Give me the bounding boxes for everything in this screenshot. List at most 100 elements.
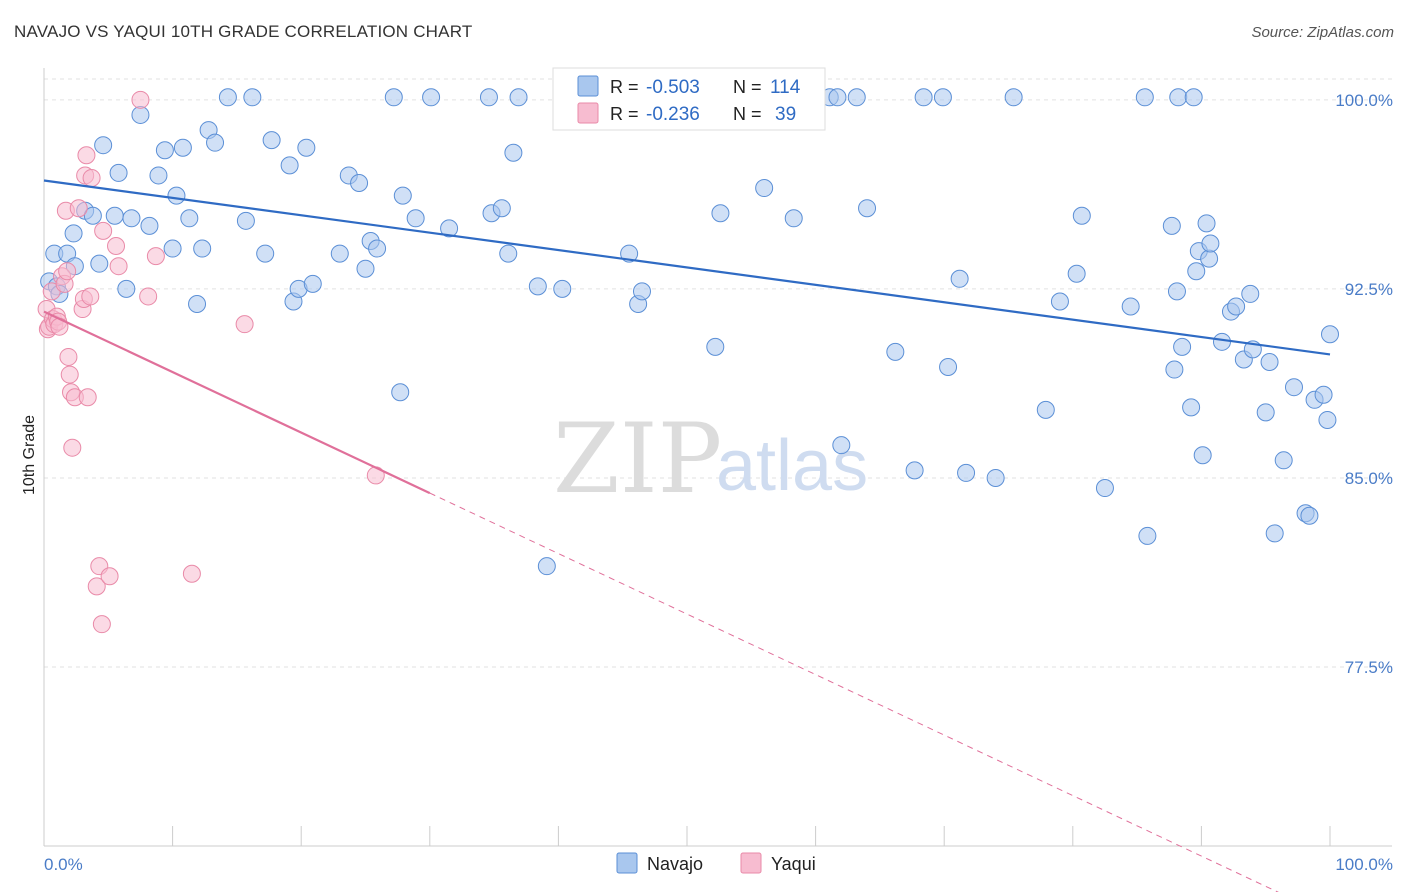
legend-n-value-navajo: 114 — [770, 77, 801, 98]
navajo-point — [1318, 410, 1337, 429]
navajo-point — [163, 239, 182, 258]
navajo-point — [528, 277, 547, 296]
yaqui-point — [59, 347, 78, 366]
navajo-point — [1004, 88, 1023, 107]
navajo-point — [173, 138, 192, 157]
navajo-point — [1135, 88, 1154, 107]
navajo-point — [933, 88, 952, 107]
yaqui-point — [58, 262, 77, 281]
navajo-point — [1241, 284, 1260, 303]
legend-swatch-navajo — [577, 75, 599, 97]
navajo-point — [1162, 216, 1181, 235]
navajo-point — [94, 136, 113, 155]
navajo-point — [509, 88, 528, 107]
navajo-point — [1212, 332, 1231, 351]
navajo-point — [188, 295, 207, 314]
legend-r-label-yaqui: R = — [610, 104, 639, 124]
yaqui-point — [146, 247, 165, 266]
navajo-point — [755, 179, 774, 198]
bottom-legend-swatch-navajo — [616, 852, 638, 874]
yaqui-point — [182, 564, 201, 583]
navajo-point — [858, 199, 877, 218]
yaqui-point — [60, 365, 79, 384]
x-tick-label: 0.0% — [44, 855, 83, 874]
navajo-point — [479, 88, 498, 107]
navajo-point — [706, 337, 725, 356]
navajo-point — [384, 88, 403, 107]
navajo-point — [109, 163, 128, 182]
navajo-point — [303, 274, 322, 293]
watermark-zip: ZIP — [553, 403, 722, 515]
navajo-point — [422, 88, 441, 107]
yaqui-point — [81, 287, 100, 306]
navajo-point — [1265, 524, 1284, 543]
navajo-point — [1200, 249, 1219, 268]
navajo-point — [122, 209, 141, 228]
source-label: Source: ZipAtlas.com — [1251, 24, 1394, 41]
navajo-point — [368, 239, 387, 258]
navajo-point — [131, 105, 150, 124]
navajo-point — [1121, 297, 1140, 316]
navajo-point — [886, 342, 905, 361]
bottom-legend-swatch-yaqui — [740, 852, 762, 874]
yaqui-point — [235, 315, 254, 334]
yaqui-point — [78, 388, 97, 407]
navajo-point — [206, 133, 225, 152]
navajo-point — [1169, 88, 1188, 107]
bottom-legend: Navajo Yaqui — [616, 852, 816, 874]
yaqui-point — [139, 287, 158, 306]
legend-r-value-yaqui: -0.236 — [646, 104, 700, 125]
navajo-point — [243, 88, 262, 107]
navajo-point — [391, 383, 410, 402]
yaqui-point — [100, 567, 119, 586]
navajo-point — [986, 468, 1005, 487]
navajo-point — [620, 244, 639, 263]
y-tick-labels: 100.0% 92.5% 85.0% 77.5% — [1335, 91, 1393, 677]
navajo-point — [262, 131, 281, 150]
navajo-point — [330, 244, 349, 263]
yaqui-point — [131, 90, 150, 109]
navajo-point — [1067, 264, 1086, 283]
navajo-point — [1050, 292, 1069, 311]
yaqui-point — [94, 221, 113, 240]
yaqui-point — [107, 237, 126, 256]
navajo-point — [1182, 398, 1201, 417]
grid-lines — [44, 78, 1392, 668]
navajo-point — [356, 259, 375, 278]
bottom-legend-label-yaqui: Yaqui — [771, 854, 816, 874]
yaqui-trend-extension — [429, 492, 1279, 892]
navajo-point — [1173, 337, 1192, 356]
navajo-point — [155, 141, 174, 160]
axes — [43, 68, 1392, 847]
navajo-point — [499, 244, 518, 263]
watermark: ZIP atlas — [553, 403, 868, 515]
navajo-point — [1165, 360, 1184, 379]
navajo-point — [1321, 325, 1339, 344]
navajo-point — [1274, 451, 1293, 470]
navajo-point — [1095, 479, 1114, 498]
legend-r-value-navajo: -0.503 — [646, 77, 700, 98]
navajo-point — [83, 206, 102, 225]
navajo-point — [1072, 206, 1091, 225]
navajo-point — [492, 199, 511, 218]
chart-title: NAVAJO VS YAQUI 10TH GRADE CORRELATION C… — [14, 22, 473, 41]
y-tick-label: 92.5% — [1345, 280, 1393, 299]
legend-n-label-yaqui: N = — [733, 104, 762, 124]
navajo-point — [149, 166, 168, 185]
navajo-point — [1193, 446, 1212, 465]
navajo-point — [711, 204, 730, 223]
navajo-point — [180, 209, 199, 228]
yaqui-point — [109, 257, 128, 276]
navajo-point — [236, 211, 255, 230]
navajo-point — [939, 358, 958, 377]
navajo-point — [553, 279, 572, 298]
navajo-point — [847, 88, 866, 107]
navajo-point — [1197, 214, 1216, 233]
navajo-point — [1036, 400, 1055, 419]
legend: R = -0.503 N = 114 R = -0.236 N = 39 — [552, 67, 826, 131]
yaqui-point — [87, 577, 106, 596]
trend-lines — [43, 179, 1331, 892]
navajo-point — [537, 557, 556, 576]
navajo-point — [406, 209, 425, 228]
navajo-point — [828, 88, 847, 107]
